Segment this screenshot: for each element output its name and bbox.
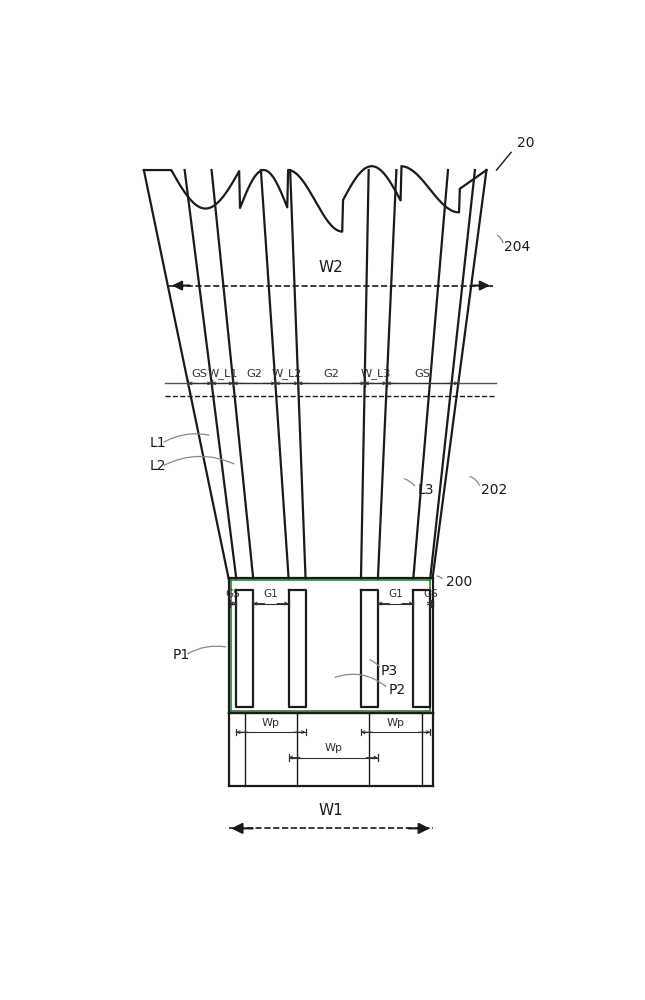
Text: P2: P2 bbox=[389, 683, 406, 697]
Text: GS: GS bbox=[423, 589, 438, 599]
Text: G1: G1 bbox=[388, 589, 403, 599]
Text: W1: W1 bbox=[318, 803, 343, 818]
Text: GS: GS bbox=[192, 369, 208, 379]
Text: G2: G2 bbox=[246, 369, 263, 379]
Text: L3: L3 bbox=[417, 483, 433, 497]
Text: G1: G1 bbox=[264, 589, 278, 599]
Text: L1: L1 bbox=[150, 436, 166, 450]
Text: Wp: Wp bbox=[386, 718, 404, 728]
Text: GS: GS bbox=[415, 369, 430, 379]
Text: 200: 200 bbox=[446, 575, 472, 589]
Text: G2: G2 bbox=[324, 369, 339, 379]
Text: Wp: Wp bbox=[262, 718, 280, 728]
Text: P1: P1 bbox=[173, 648, 190, 662]
Text: 202: 202 bbox=[481, 483, 508, 497]
Text: W_L1: W_L1 bbox=[207, 368, 238, 379]
Text: W_L2: W_L2 bbox=[272, 368, 302, 379]
Text: GS: GS bbox=[226, 589, 241, 599]
Text: 20: 20 bbox=[517, 136, 535, 150]
Text: L2: L2 bbox=[150, 460, 166, 474]
Text: W2: W2 bbox=[319, 260, 343, 275]
Text: W_L3: W_L3 bbox=[361, 368, 391, 379]
Text: 204: 204 bbox=[504, 240, 530, 254]
Text: P3: P3 bbox=[381, 664, 398, 678]
Text: Wp: Wp bbox=[324, 743, 342, 753]
